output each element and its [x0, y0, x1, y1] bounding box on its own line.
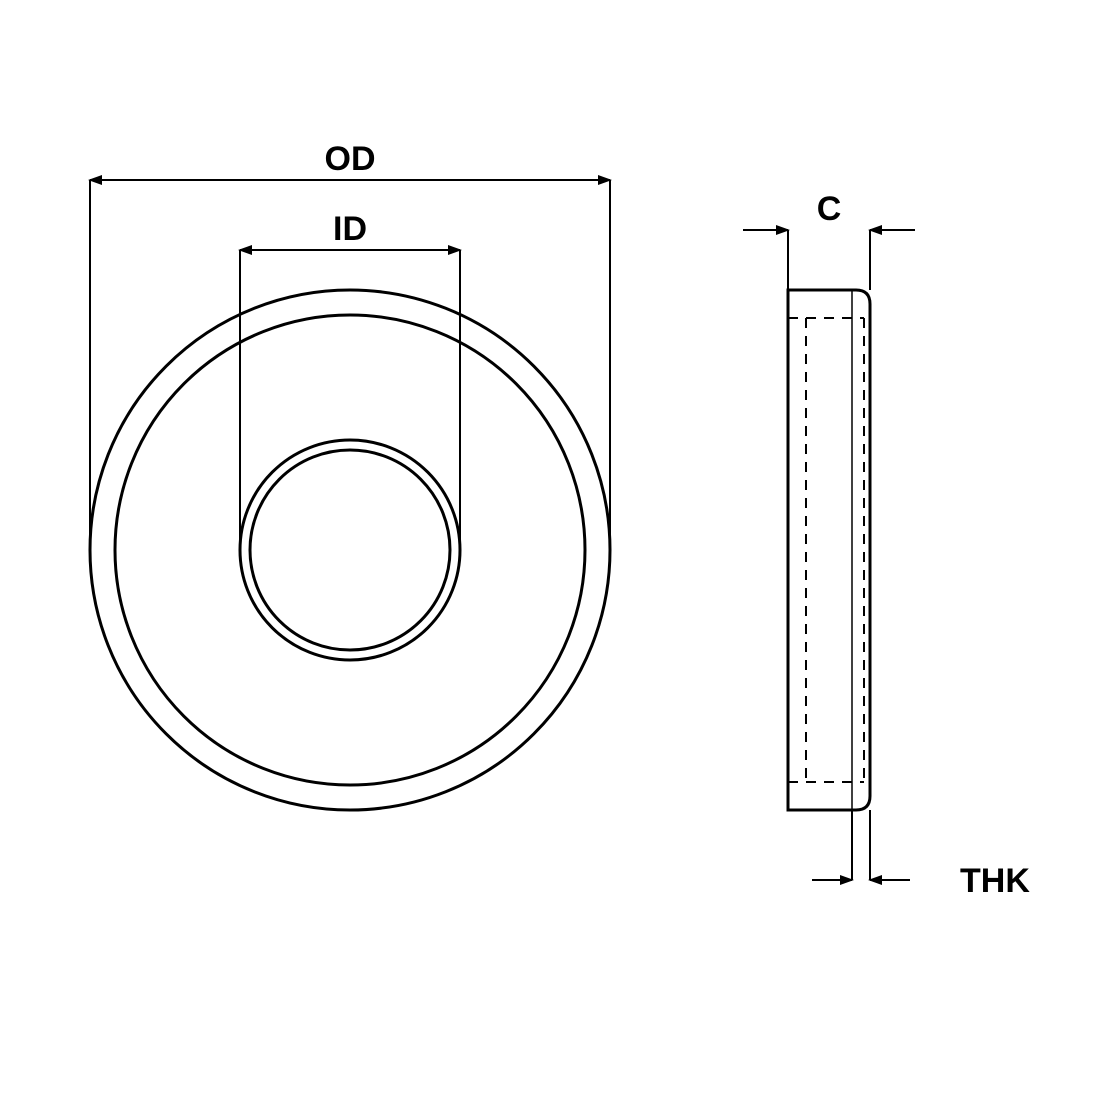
id-label: ID [333, 210, 367, 248]
dimension-annotations: OD ID C THK [90, 140, 1030, 900]
inner-diameter-circle [240, 440, 460, 660]
outer-rim-circle [115, 315, 585, 785]
front-view [90, 290, 610, 810]
thk-label: THK [960, 862, 1030, 900]
inner-rim-circle [250, 450, 450, 650]
c-label: C [817, 190, 842, 228]
outer-diameter-circle [90, 290, 610, 810]
side-profile-outline [788, 290, 870, 810]
od-label: OD [325, 140, 376, 178]
technical-drawing: OD ID C THK [0, 0, 1100, 1100]
side-view [788, 290, 870, 810]
